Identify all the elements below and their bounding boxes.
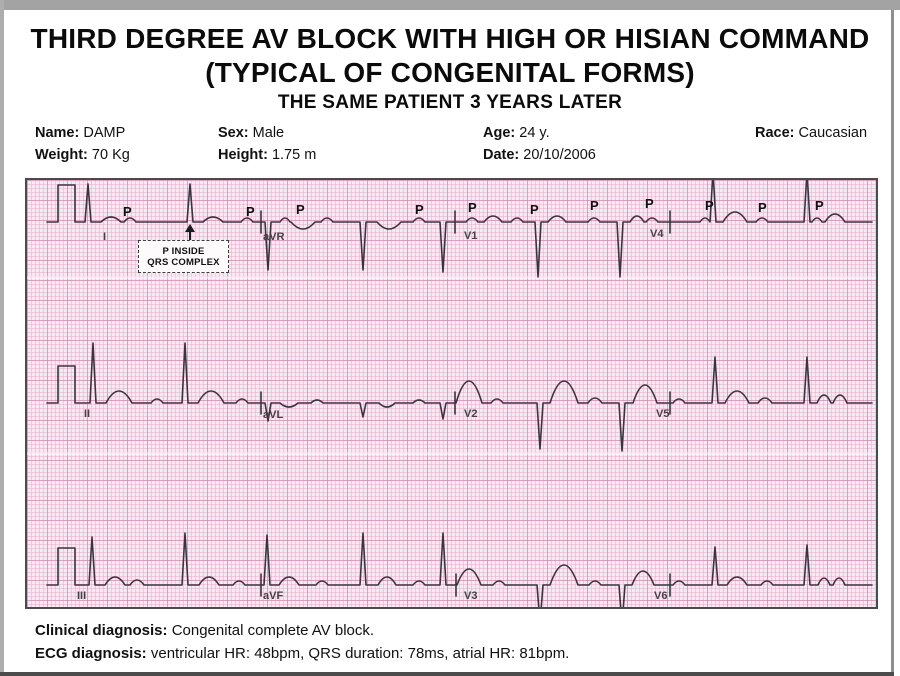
annotation-text-line1: P INSIDE [162, 245, 205, 257]
height-label: Height: [218, 147, 268, 163]
clinical-diagnosis-line: Clinical diagnosis: Congenital complete … [35, 620, 569, 643]
lead-label-aVF: aVF [263, 590, 283, 602]
date-label: Date: [483, 147, 520, 163]
ecg-diagnosis-value: ventricular HR: 48bpm, QRS duration: 78m… [146, 644, 570, 662]
ecg-trace-row-1 [46, 180, 873, 278]
p-wave-label: P [758, 200, 767, 215]
race-label: Race: [755, 125, 795, 141]
date-value: 20/10/2006 [523, 147, 596, 163]
lead-label-V3: V3 [464, 590, 477, 602]
patient-col-3: Age: 24 y. Date: 20/10/2006 [483, 122, 596, 166]
page-subtitle: (TYPICAL OF CONGENITAL FORMS) [205, 57, 695, 88]
diagnosis-block: Clinical diagnosis: Congenital complete … [35, 620, 569, 665]
page-caption: THE SAME PATIENT 3 YEARS LATER [277, 92, 623, 113]
patient-height: Height: 1.75 m [218, 144, 316, 166]
clinical-diagnosis-value: Congenital complete AV block. [167, 622, 375, 639]
ecg-trace-row-2 [46, 342, 873, 452]
age-value: 24 y. [519, 125, 550, 141]
patient-col-1: Name: DAMP Weight: 70 Kg [35, 122, 130, 166]
ecg-diagnosis-line: ECG diagnosis: ventricular HR: 48bpm, QR… [35, 643, 569, 666]
annotation-text-line2: QRS COMPLEX [147, 256, 220, 268]
sex-value: Male [252, 125, 285, 141]
lead-label-aVL: aVL [263, 409, 283, 421]
p-wave-label: P [815, 198, 824, 213]
clinical-diagnosis-label: Clinical diagnosis: [35, 622, 168, 639]
patient-sex: Sex: Male [218, 122, 316, 144]
p-wave-label: P [590, 198, 599, 213]
lead-label-aVR: aVR [263, 231, 284, 243]
frame-bottom-edge [0, 672, 894, 676]
patient-age: Age: 24 y. [483, 122, 596, 144]
p-wave-label: P [415, 202, 424, 217]
p-wave-label: P [530, 202, 539, 217]
patient-col-2: Sex: Male Height: 1.75 m [218, 122, 316, 166]
scan-streak [27, 276, 876, 279]
sex-label: Sex: [218, 125, 249, 141]
lead-label-V2: V2 [464, 408, 477, 420]
frame-left-edge [0, 0, 4, 676]
lead-label-V1: V1 [464, 230, 477, 242]
lead-label-III: III [77, 590, 86, 602]
lead-label-V4: V4 [650, 228, 664, 240]
p-wave-label: P [123, 204, 132, 219]
lead-label-V6: V6 [654, 590, 667, 602]
ecg-trace-row-3 [46, 532, 873, 607]
weight-value: 70 Kg [91, 147, 130, 163]
name-value: DAMP [83, 125, 126, 141]
lead-label-I: I [103, 231, 106, 243]
name-label: Name: [35, 125, 80, 141]
patient-race: Race: Caucasian [755, 122, 867, 144]
p-wave-label: P [246, 204, 255, 219]
p-wave-label: P [705, 198, 714, 213]
p-wave-label: P [645, 196, 654, 211]
race-value: Caucasian [798, 125, 868, 141]
annotation-arrow-icon [185, 224, 195, 232]
height-value: 1.75 m [271, 147, 317, 163]
frame-right-edge [891, 10, 894, 676]
weight-label: Weight: [35, 147, 88, 163]
age-label: Age: [483, 125, 516, 141]
scan-streak [27, 452, 876, 455]
patient-weight: Weight: 70 Kg [35, 144, 130, 166]
patient-date: Date: 20/10/2006 [483, 144, 596, 166]
annotation-arrow-line [189, 231, 191, 241]
lead-label-V5: V5 [656, 408, 669, 420]
p-wave-label: P [468, 200, 477, 215]
ecg-diagnosis-label: ECG diagnosis: [35, 644, 147, 662]
page-title: THIRD DEGREE AV BLOCK WITH HIGH OR HISIA… [30, 23, 870, 54]
title-block: THIRD DEGREE AV BLOCK WITH HIGH OR HISIA… [10, 22, 890, 115]
lead-label-II: II [84, 408, 90, 420]
p-wave-label: P [296, 202, 305, 217]
frame-top-edge [0, 0, 900, 10]
patient-col-4: Race: Caucasian [755, 122, 867, 144]
patient-name: Name: DAMP [35, 122, 130, 144]
patient-info: Name: DAMP Weight: 70 Kg Sex: Male Heigh… [0, 122, 900, 172]
annotation-callout: P INSIDE QRS COMPLEX [138, 240, 229, 273]
